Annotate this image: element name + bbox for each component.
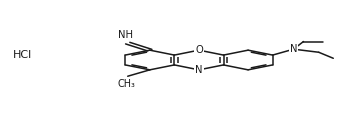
- Text: N: N: [195, 65, 203, 75]
- Text: N: N: [290, 44, 297, 54]
- Text: HCl: HCl: [13, 50, 33, 60]
- Text: CH₃: CH₃: [117, 79, 135, 89]
- Text: O: O: [195, 45, 203, 55]
- Text: NH: NH: [118, 30, 134, 40]
